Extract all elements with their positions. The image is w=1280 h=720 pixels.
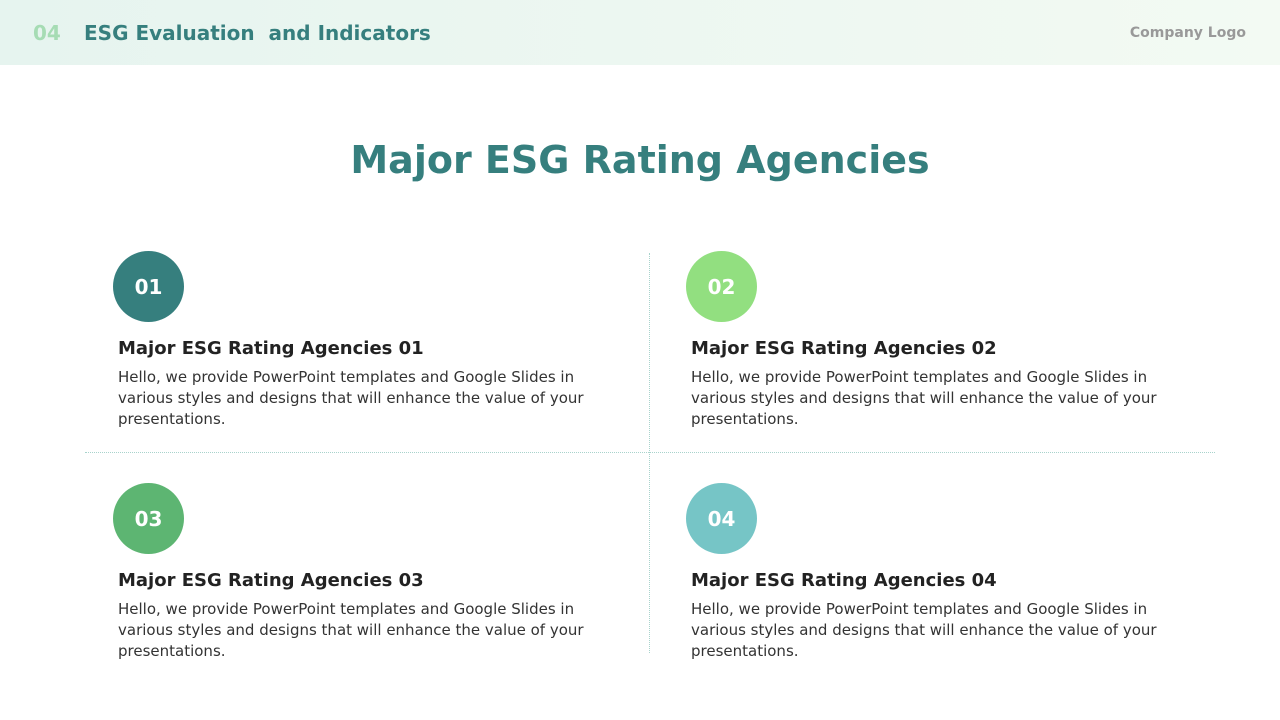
- item-heading: Major ESG Rating Agencies 04: [691, 570, 997, 591]
- divider: [649, 253, 650, 653]
- item-heading: Major ESG Rating Agencies 01: [118, 338, 424, 359]
- item-heading: Major ESG Rating Agencies 02: [691, 338, 997, 359]
- item-number: 02: [686, 251, 757, 322]
- header-bar: 04 ESG Evaluation and Indicators Company…: [0, 0, 1280, 65]
- section-title: ESG Evaluation and Indicators: [84, 21, 431, 45]
- item-number: 01: [113, 251, 184, 322]
- item-text: Hello, we provide PowerPoint templates a…: [691, 600, 1157, 660]
- divider: [85, 452, 1215, 453]
- item-card: 04 Major ESG Rating Agencies 04 Hello, we …: [686, 483, 1191, 662]
- item-number: 04: [686, 483, 757, 554]
- item-heading: Major ESG Rating Agencies 03: [118, 570, 424, 591]
- company-logo: Company Logo: [1129, 25, 1246, 41]
- item-text: Hello, we provide PowerPoint templates a…: [118, 600, 584, 660]
- item-card: 01 Major ESG Rating Agencies 01 Hello, we …: [113, 251, 618, 430]
- item-number: 03: [113, 483, 184, 554]
- item-card: 03 Major ESG Rating Agencies 03 Hello, we …: [113, 483, 618, 662]
- slide-title: Major ESG Rating Agencies: [350, 138, 930, 182]
- item-text: Hello, we provide PowerPoint templates a…: [691, 368, 1157, 428]
- item-text: Hello, we provide PowerPoint templates a…: [118, 368, 584, 428]
- section-number: 04: [33, 21, 61, 45]
- item-card: 02 Major ESG Rating Agencies 02 Hello, we …: [686, 251, 1191, 430]
